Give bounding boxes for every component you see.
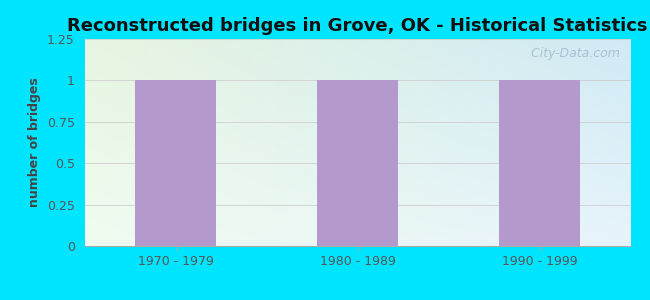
Bar [499, 80, 580, 246]
Text: City-Data.com: City-Data.com [526, 47, 619, 60]
Y-axis label: number of bridges: number of bridges [28, 78, 41, 207]
Bar [135, 80, 216, 246]
Title: Reconstructed bridges in Grove, OK - Historical Statistics: Reconstructed bridges in Grove, OK - His… [67, 17, 648, 35]
Bar [317, 80, 398, 246]
